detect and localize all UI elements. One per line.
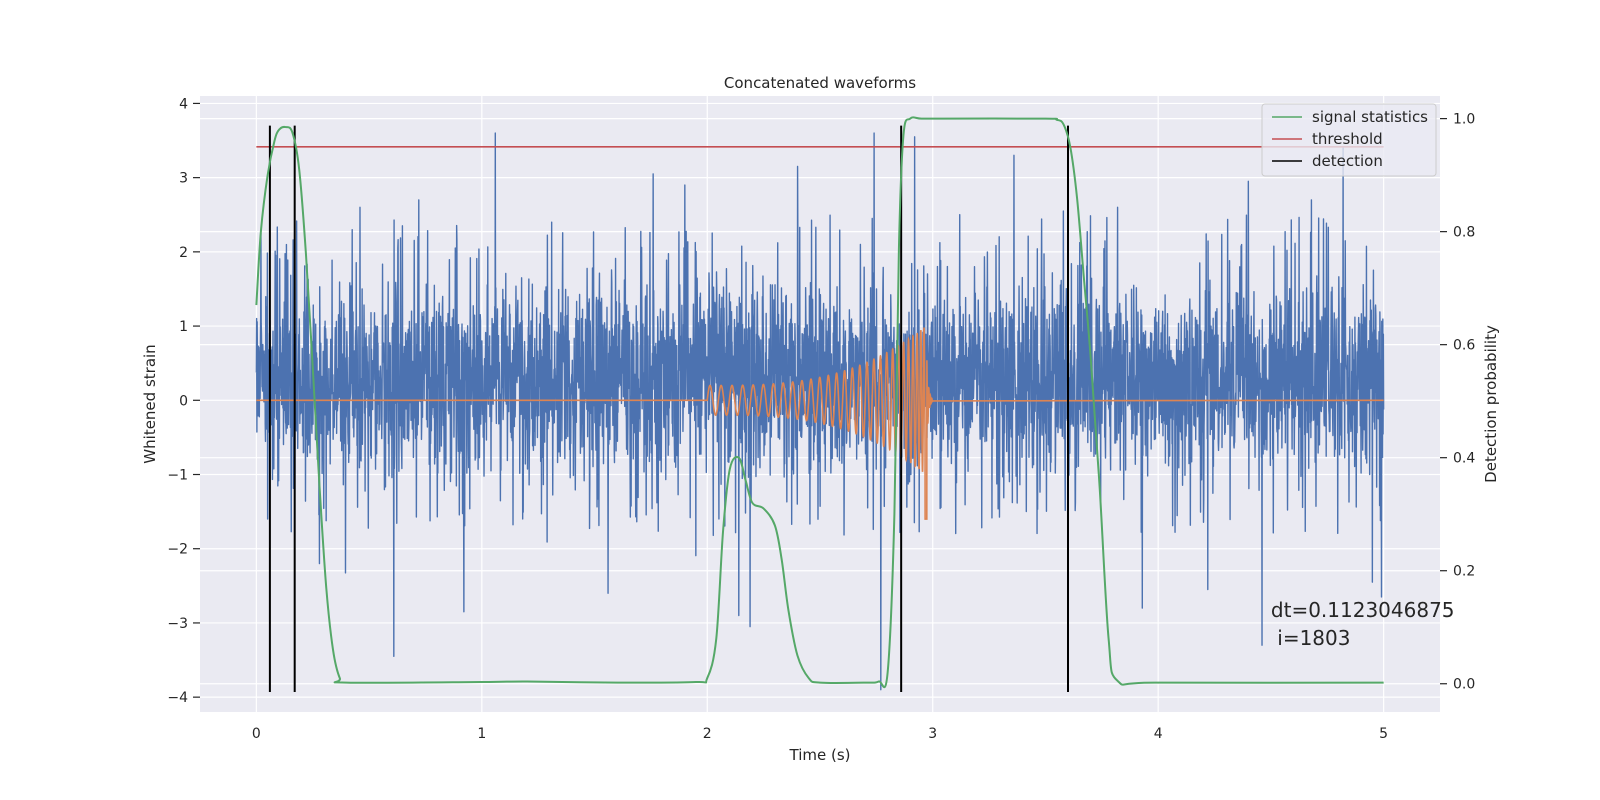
y-tick-label: 2 <box>179 245 188 261</box>
y2-tick-label: 0.6 <box>1453 338 1475 354</box>
y2-axis-label: Detection probability <box>1482 325 1500 483</box>
y2-tick-label: 0.0 <box>1453 677 1475 693</box>
annotation-dt: dt=0.1123046875 <box>1271 598 1455 622</box>
y-tick-label: −4 <box>167 690 188 706</box>
y2-tick-label: 0.2 <box>1453 564 1475 580</box>
y-tick-label: 4 <box>179 96 188 112</box>
y-axis-label: Whitened strain <box>141 344 159 463</box>
legend: signal statistics threshold detection <box>1261 103 1437 177</box>
noise-trace <box>255 132 1385 691</box>
y-tick-label: −2 <box>167 542 188 558</box>
signal-statistics-series <box>255 116 1384 689</box>
x-tick-label: 5 <box>1379 726 1388 742</box>
legend-label-detection: detection <box>1312 152 1383 170</box>
y2-tick-label: 0.4 <box>1453 451 1475 467</box>
x-tick-label: 4 <box>1154 726 1163 742</box>
noise-series <box>255 132 1385 691</box>
y-tick-label: −1 <box>167 468 188 484</box>
detection-series <box>268 125 1069 692</box>
y-tick-label: 1 <box>179 319 188 335</box>
x-tick-label: 0 <box>252 726 261 742</box>
y-tick-label: 0 <box>179 393 188 409</box>
legend-label-threshold: threshold <box>1312 130 1383 148</box>
x-tick-label: 1 <box>477 726 486 742</box>
axis-ticks: 0 1 2 3 4 5 −4 −3 −2 −1 0 1 2 3 4 0.0 0.2 0.4 0.6 0.8 1.0 <box>167 96 1475 742</box>
y2-tick-label: 0.8 <box>1453 225 1475 241</box>
chart-title: Concatenated waveforms <box>724 74 916 92</box>
signal-statistics-line <box>255 116 1384 689</box>
annotation-index: i=1803 <box>1271 626 1351 650</box>
y2-tick-label: 1.0 <box>1453 112 1475 128</box>
legend-box <box>1261 103 1437 177</box>
legend-label-signal-statistics: signal statistics <box>1312 108 1428 126</box>
x-tick-label: 2 <box>703 726 712 742</box>
y-tick-label: −3 <box>167 616 188 632</box>
x-tick-label: 3 <box>928 726 937 742</box>
x-axis-label: Time (s) <box>789 746 851 764</box>
y-tick-label: 3 <box>179 171 188 187</box>
